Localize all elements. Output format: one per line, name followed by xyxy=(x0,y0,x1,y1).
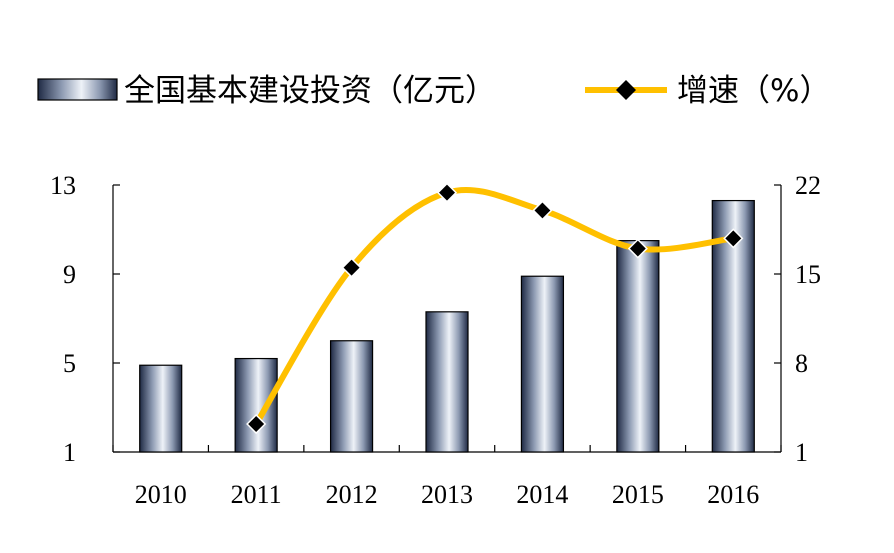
line-series xyxy=(246,182,744,435)
bar-2014 xyxy=(520,275,565,453)
bar-2015 xyxy=(616,240,660,453)
right-axis-ticks: 1 8 15 22 xyxy=(774,171,821,467)
legend-line-label: 增速（%） xyxy=(677,73,830,109)
bar-2013 xyxy=(425,311,469,453)
growth-point-2011 xyxy=(246,413,267,435)
growth-point-2013 xyxy=(436,182,458,203)
bar-2012 xyxy=(329,340,374,453)
growth-point-2015 xyxy=(627,238,648,259)
right-tick-label: 1 xyxy=(795,438,808,467)
x-axis-ticks: 2010 2011 2012 2013 2014 2015 2016 xyxy=(112,445,782,509)
x-tick-label: 2014 xyxy=(516,480,568,509)
left-tick-label: 13 xyxy=(50,171,76,200)
growth-point-2016 xyxy=(723,228,744,249)
x-tick-label: 2012 xyxy=(326,480,378,509)
left-tick-label: 9 xyxy=(63,260,76,289)
legend-line-marker xyxy=(616,80,636,100)
bar-2010 xyxy=(139,364,183,453)
growth-line xyxy=(253,186,734,426)
growth-point-2014 xyxy=(532,200,553,221)
x-tick-label: 2016 xyxy=(707,480,759,509)
x-tick-label: 2011 xyxy=(231,480,282,509)
left-axis-ticks: 1 5 9 13 xyxy=(50,171,120,467)
right-tick-label: 15 xyxy=(795,260,821,289)
legend-bar-swatch xyxy=(37,78,118,101)
bar-series xyxy=(139,199,755,453)
x-tick-label: 2013 xyxy=(421,480,473,509)
growth-point-2012 xyxy=(341,257,362,278)
right-tick-label: 8 xyxy=(795,349,808,378)
x-tick-label: 2010 xyxy=(135,480,187,509)
legend: 全国基本建设投资（亿元） 增速（%） xyxy=(37,73,830,109)
left-tick-label: 1 xyxy=(63,438,76,467)
x-tick-label: 2015 xyxy=(612,480,664,509)
left-tick-label: 5 xyxy=(63,349,76,378)
legend-bar-label: 全国基本建设投资（亿元） xyxy=(124,73,496,109)
right-tick-label: 22 xyxy=(795,171,821,200)
bar-2011 xyxy=(234,357,278,453)
